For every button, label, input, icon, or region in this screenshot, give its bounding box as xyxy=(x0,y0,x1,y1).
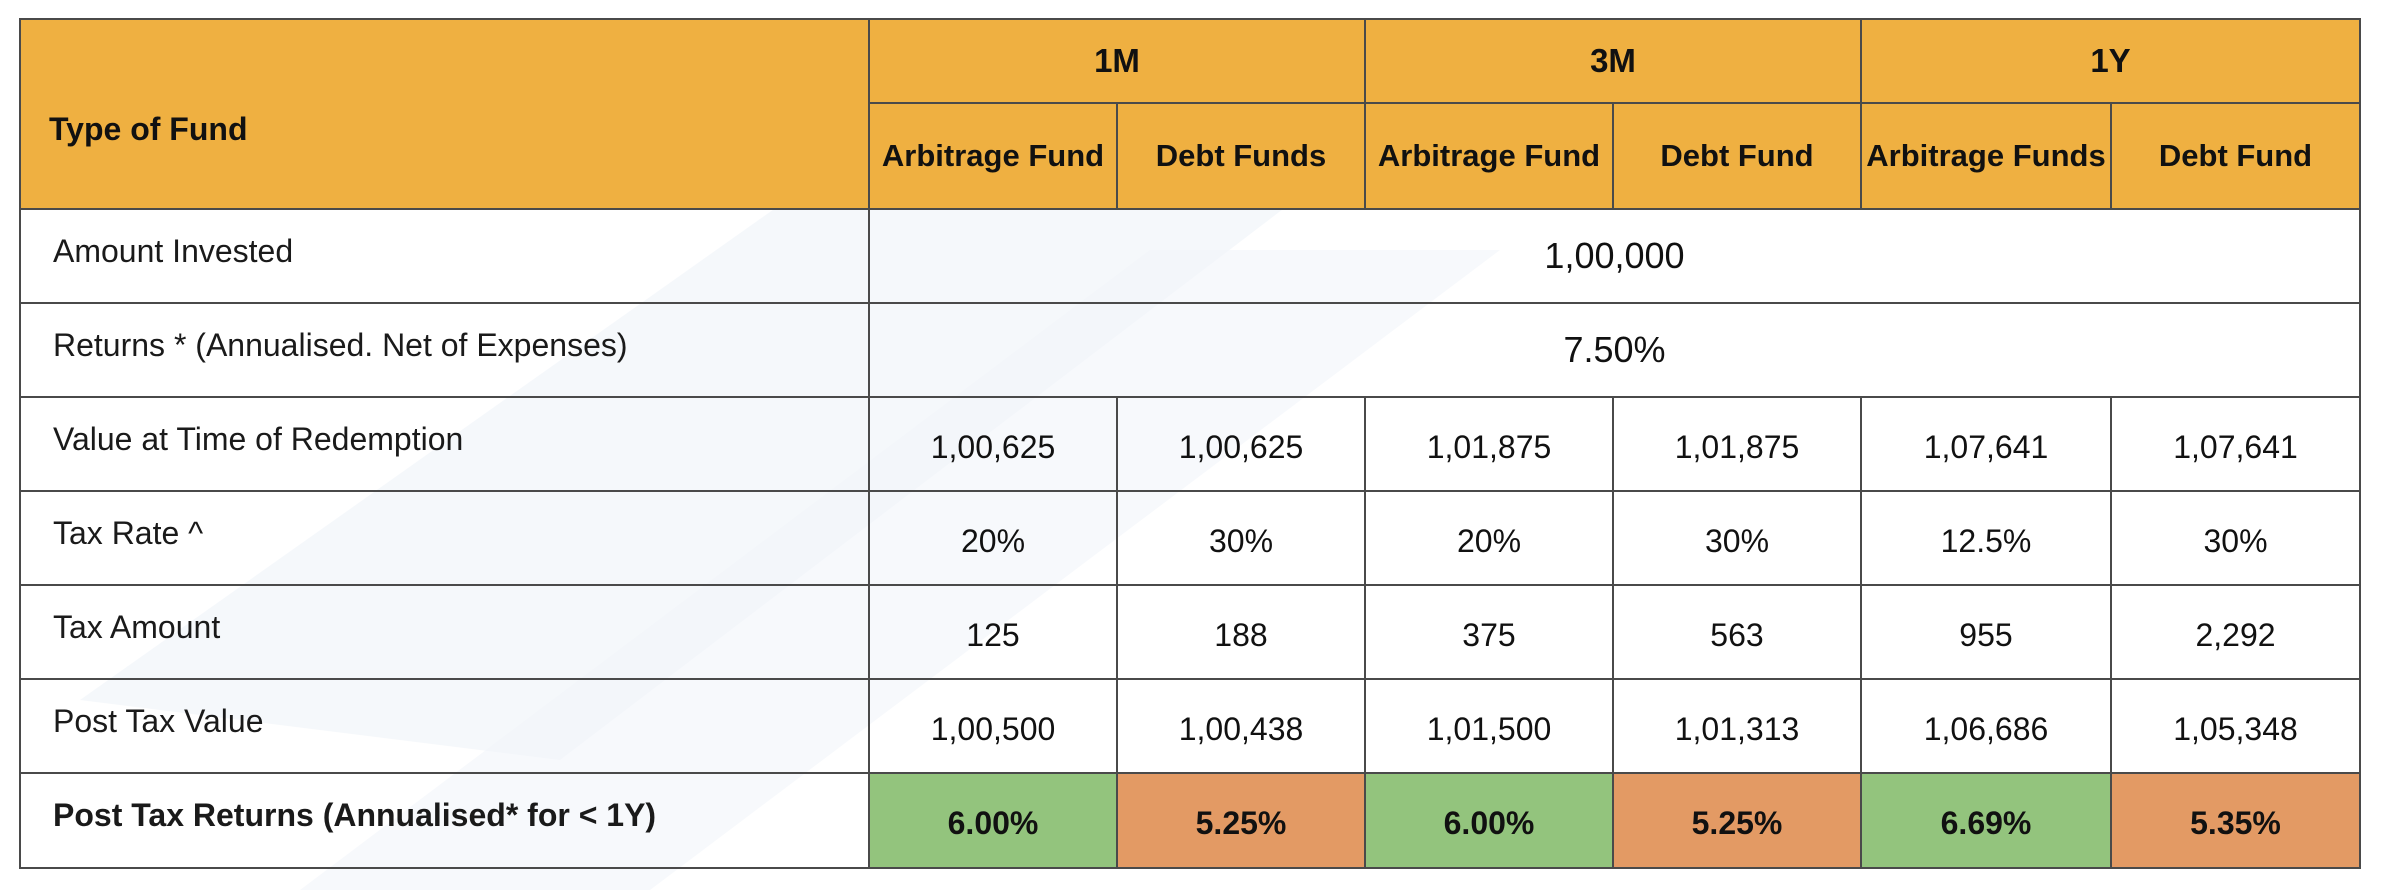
row-label-value-redemption: Value at Time of Redemption xyxy=(19,396,870,492)
row-label-amount-invested: Amount Invested xyxy=(19,208,870,304)
table-cell: 1,07,641 xyxy=(1860,396,2112,492)
table-row: Tax Rate ^ 20% 30% 20% 30% 12.5% 30% xyxy=(19,490,2361,586)
table-cell: 1,00,625 xyxy=(868,396,1118,492)
table-cell: 375 xyxy=(1364,584,1614,680)
subheader-1m-arbitrage: Arbitrage Fund xyxy=(868,102,1118,210)
table-row: Post Tax Returns (Annualised* for < 1Y) … xyxy=(19,772,2361,869)
returns-value: 7.50% xyxy=(868,302,2361,398)
period-1m-header: 1M xyxy=(868,18,1366,104)
row-label-tax-rate: Tax Rate ^ xyxy=(19,490,870,586)
table-cell-highlight: 5.25% xyxy=(1116,772,1366,869)
table-cell: 1,05,348 xyxy=(2110,678,2361,774)
row-label-returns: Returns * (Annualised. Net of Expenses) xyxy=(19,302,870,398)
table-cell: 1,00,438 xyxy=(1116,678,1366,774)
table-cell: 2,292 xyxy=(2110,584,2361,680)
table-cell: 20% xyxy=(1364,490,1614,586)
table-cell: 563 xyxy=(1612,584,1862,680)
table-cell: 20% xyxy=(868,490,1118,586)
subheader-1y-arbitrage: Arbitrage Funds xyxy=(1860,102,2112,210)
table-cell: 955 xyxy=(1860,584,2112,680)
table-row: Tax Amount 125 188 375 563 955 2,292 xyxy=(19,584,2361,680)
type-of-fund-header: Type of Fund xyxy=(19,18,870,210)
table-cell: 188 xyxy=(1116,584,1366,680)
row-label-post-tax-value: Post Tax Value xyxy=(19,678,870,774)
table-row: Amount Invested 1,00,000 xyxy=(19,208,2361,304)
subheader-3m-debt: Debt Fund xyxy=(1612,102,1862,210)
table-row: Value at Time of Redemption 1,00,625 1,0… xyxy=(19,396,2361,492)
table-cell: 30% xyxy=(2110,490,2361,586)
subheader-1y-debt: Debt Fund xyxy=(2110,102,2361,210)
table-cell: 1,00,625 xyxy=(1116,396,1366,492)
table-cell-highlight: 6.00% xyxy=(868,772,1118,869)
table-cell: 1,01,875 xyxy=(1612,396,1862,492)
subheader-3m-arbitrage: Arbitrage Fund xyxy=(1364,102,1614,210)
table-cell: 1,01,875 xyxy=(1364,396,1614,492)
period-1y-header: 1Y xyxy=(1860,18,2361,104)
amount-invested-value: 1,00,000 xyxy=(868,208,2361,304)
row-label-post-tax-returns: Post Tax Returns (Annualised* for < 1Y) xyxy=(19,772,870,869)
row-label-tax-amount: Tax Amount xyxy=(19,584,870,680)
table-cell-highlight: 6.69% xyxy=(1860,772,2112,869)
table-cell-highlight: 5.35% xyxy=(2110,772,2361,869)
subheader-1m-debt: Debt Funds xyxy=(1116,102,1366,210)
table-row: Post Tax Value 1,00,500 1,00,438 1,01,50… xyxy=(19,678,2361,774)
period-3m-header: 3M xyxy=(1364,18,1862,104)
table-cell: 1,00,500 xyxy=(868,678,1118,774)
fund-comparison-table: Type of Fund 1M 3M 1Y Arbitrage Fund Deb… xyxy=(19,18,2361,869)
table-cell: 1,01,500 xyxy=(1364,678,1614,774)
table-cell: 12.5% xyxy=(1860,490,2112,586)
table-cell-highlight: 5.25% xyxy=(1612,772,1862,869)
table-cell: 125 xyxy=(868,584,1118,680)
table-cell: 1,06,686 xyxy=(1860,678,2112,774)
table-cell: 1,01,313 xyxy=(1612,678,1862,774)
table-cell: 1,07,641 xyxy=(2110,396,2361,492)
table-cell: 30% xyxy=(1612,490,1862,586)
table-row: Returns * (Annualised. Net of Expenses) … xyxy=(19,302,2361,398)
table-cell: 30% xyxy=(1116,490,1366,586)
table-cell-highlight: 6.00% xyxy=(1364,772,1614,869)
